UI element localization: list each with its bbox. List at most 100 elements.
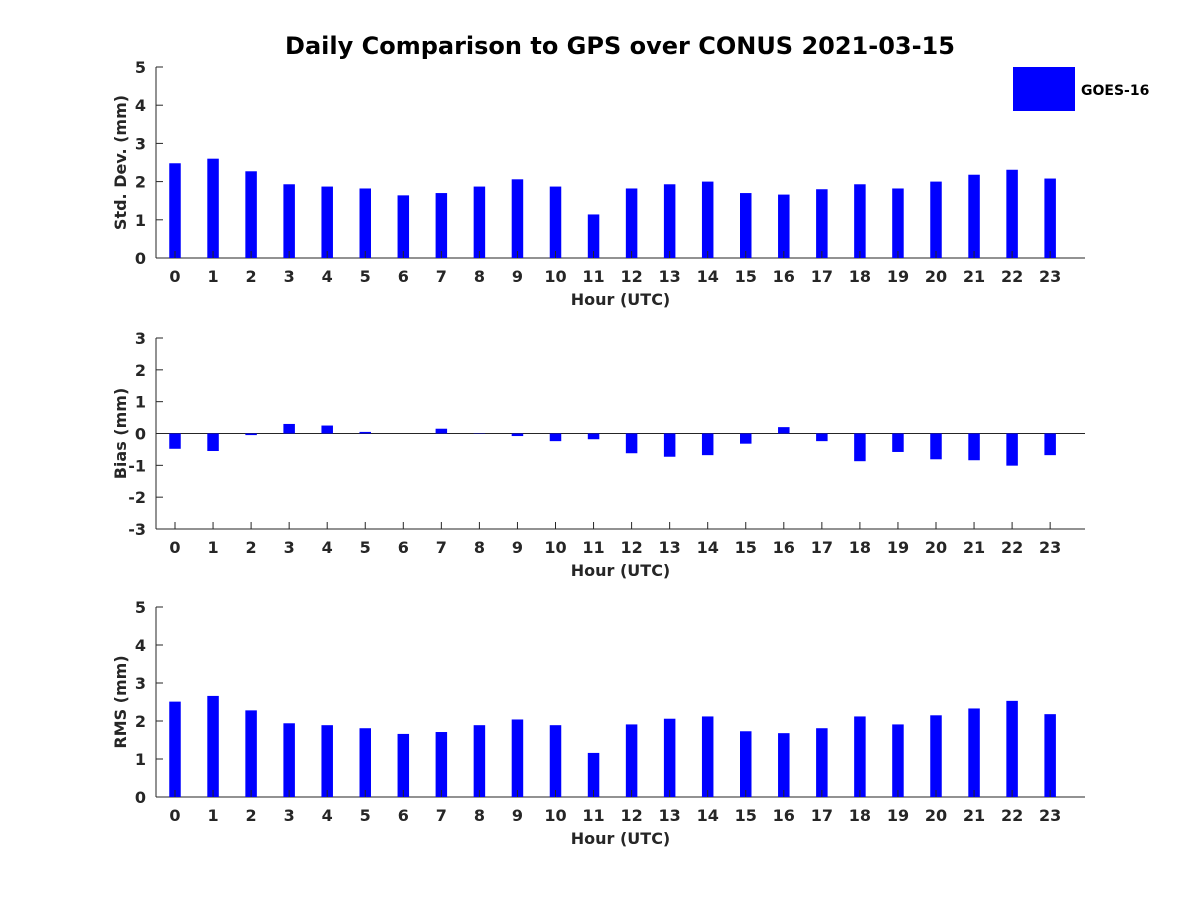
bar-stddev-hour-7: [435, 193, 448, 258]
y-tick-label: 2: [135, 173, 146, 192]
y-tick-label: 4: [135, 96, 146, 115]
y-axis-label: Bias (mm): [111, 388, 130, 480]
bar-stddev-hour-21: [968, 174, 980, 258]
x-tick-label: 16: [773, 806, 795, 825]
bar-stddev-hour-10: [549, 186, 562, 258]
bar-stddev-hour-14: [701, 181, 714, 258]
bar-rms-hour-20: [930, 715, 942, 797]
bar-stddev-hour-15: [740, 193, 752, 258]
bar-stddev-hour-22: [1006, 169, 1018, 258]
bar-stddev-hour-0: [169, 163, 181, 258]
x-tick-label: 7: [436, 538, 447, 557]
x-tick-label: 16: [773, 538, 795, 557]
x-tick-label: 3: [284, 267, 295, 286]
bar-rms-hour-9: [511, 719, 524, 797]
bar-rms-hour-23: [1044, 714, 1056, 797]
x-tick-label: 13: [659, 267, 681, 286]
bar-rms-hour-21: [968, 708, 980, 797]
x-tick-label: 3: [284, 806, 295, 825]
x-tick-label: 17: [811, 538, 833, 557]
bar-bias-hour-17: [816, 433, 828, 442]
x-axis-label: Hour (UTC): [571, 290, 671, 309]
x-tick-label: 20: [925, 806, 947, 825]
x-tick-label: 10: [544, 267, 566, 286]
x-axis-label: Hour (UTC): [571, 829, 671, 848]
x-tick-label: 10: [544, 538, 566, 557]
x-tick-label: 3: [284, 538, 295, 557]
bar-rms-hour-19: [892, 724, 904, 797]
bar-bias-hour-3: [283, 423, 295, 434]
bar-stddev-hour-5: [359, 188, 371, 258]
x-tick-label: 18: [849, 538, 871, 557]
bar-stddev-hour-2: [245, 171, 257, 258]
x-tick-label: 4: [322, 538, 333, 557]
x-tick-label: 5: [360, 806, 371, 825]
x-tick-label: 9: [512, 267, 523, 286]
bar-rms-hour-13: [663, 718, 676, 797]
x-tick-label: 14: [697, 267, 719, 286]
x-tick-label: 13: [659, 538, 681, 557]
x-tick-label: 2: [246, 267, 257, 286]
bar-stddev-hour-20: [930, 181, 942, 258]
bar-rms-hour-3: [283, 723, 295, 797]
bar-stddev-hour-8: [473, 186, 486, 258]
bar-rms-hour-2: [245, 710, 257, 797]
x-tick-label: 19: [887, 538, 909, 557]
x-tick-label: 17: [811, 806, 833, 825]
bar-rms-hour-16: [778, 733, 790, 797]
y-axis-label: RMS (mm): [111, 655, 130, 748]
bar-bias-hour-2: [245, 433, 257, 436]
x-tick-label: 14: [697, 538, 719, 557]
bar-bias-hour-13: [663, 433, 676, 457]
x-tick-label: 21: [963, 806, 985, 825]
bar-bias-hour-7: [435, 428, 448, 434]
y-tick-label: 1: [135, 393, 146, 412]
bar-rms-hour-7: [435, 732, 448, 797]
bar-bias-hour-12: [625, 433, 638, 454]
x-tick-label: 2: [246, 538, 257, 557]
x-tick-label: 19: [887, 267, 909, 286]
bar-rms-hour-14: [701, 716, 714, 797]
bar-bias-hour-11: [587, 433, 600, 440]
x-tick-label: 21: [963, 267, 985, 286]
bar-stddev-hour-4: [321, 186, 333, 258]
x-tick-label: 2: [246, 806, 257, 825]
x-tick-label: 11: [582, 538, 604, 557]
x-tick-label: 12: [620, 538, 642, 557]
y-tick-label: 3: [135, 134, 146, 153]
x-tick-label: 15: [735, 806, 757, 825]
bar-rms-hour-15: [740, 731, 752, 797]
y-tick-label: -1: [128, 456, 146, 475]
y-tick-label: 3: [135, 674, 146, 693]
bar-rms-hour-6: [397, 733, 410, 797]
x-tick-label: 20: [925, 538, 947, 557]
bar-bias-hour-14: [701, 433, 714, 456]
legend-swatch: [1013, 67, 1075, 111]
bar-rms-hour-22: [1006, 700, 1018, 797]
x-tick-label: 1: [207, 538, 218, 557]
bar-rms-hour-17: [816, 728, 828, 797]
x-axis-label: Hour (UTC): [571, 561, 671, 580]
x-tick-label: 9: [512, 806, 523, 825]
x-tick-label: 7: [436, 806, 447, 825]
x-tick-label: 15: [735, 267, 757, 286]
x-tick-label: 5: [360, 267, 371, 286]
x-tick-label: 1: [207, 267, 218, 286]
bar-bias-hour-21: [968, 433, 980, 461]
bar-stddev-hour-18: [854, 184, 866, 258]
bar-rms-hour-8: [473, 725, 486, 797]
bar-stddev-hour-12: [625, 188, 638, 258]
legend: GOES-16: [1013, 67, 1149, 111]
x-tick-label: 22: [1001, 267, 1023, 286]
x-tick-label: 11: [582, 267, 604, 286]
y-tick-label: 1: [135, 211, 146, 230]
x-tick-label: 7: [436, 267, 447, 286]
bar-rms-hour-1: [207, 695, 219, 797]
x-tick-label: 12: [620, 267, 642, 286]
bar-bias-hour-20: [930, 433, 942, 460]
